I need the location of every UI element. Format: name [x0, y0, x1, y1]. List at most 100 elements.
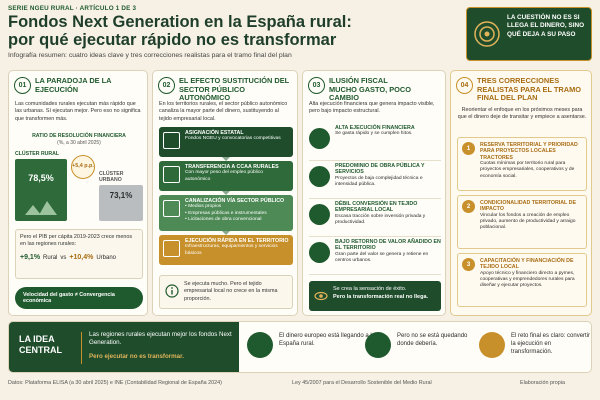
info-icon	[165, 284, 179, 298]
central-label: LA IDEA CENTRAL	[19, 334, 62, 355]
central-text: Las regiones rurales ejecutan mejor los …	[89, 331, 232, 347]
step-text: Con mayor peso del empleo público autonó…	[185, 170, 264, 182]
subtitle: Infografía resumen: cuatro ideas clave y…	[8, 52, 292, 59]
point-icon	[365, 332, 391, 358]
step: EJECUCIÓN RÁPIDA EN EL TERRITORIO Infraes…	[159, 235, 293, 265]
step-bullet: • Licitaciones de obra convencional	[185, 217, 262, 223]
callout: LA CUESTIÓN NO ES SI LLEGA EL DINERO, SI…	[466, 7, 592, 61]
correction-number: 1	[462, 142, 475, 155]
item: BAJO RETORNO DE VALOR AÑADIDO EN EL TERR…	[309, 239, 441, 275]
column-number: 02	[158, 77, 175, 94]
title: Fondos Next Generation en la España rura…	[8, 13, 352, 49]
item-text: Se gasta rápido y se cumplen hitos.	[335, 131, 413, 137]
column-illusion: 03 ILUSIÓN FISCAL MUCHO GASTO, POCO CAMBI…	[302, 70, 446, 316]
correction-title: RESERVA TERRITORIAL Y PRIORIDAD PARA PRO…	[480, 142, 578, 161]
pib-rural-value: +9,1%	[20, 253, 41, 261]
column-intro: En los territorios rurales, el sector pú…	[159, 101, 288, 122]
heading-line: ILUSIÓN FISCAL	[329, 76, 388, 85]
item: PREDOMINIO DE OBRA PÚBLICA Y SERVICIOS Pr…	[309, 163, 441, 199]
item-text: Proyectos de baja complejidad técnica e …	[335, 175, 423, 188]
step: TRANSFERENCIA A CCAA RURALES Con mayor pe…	[159, 161, 293, 191]
item-title: PREDOMINIO DE OBRA PÚBLICA Y SERVICIOS	[335, 163, 425, 176]
rural-value: 78,5%	[28, 173, 54, 183]
step: CANALIZACIÓN VÍA SECTOR PÚBLICO • Medios…	[159, 195, 293, 231]
step-title: TRANSFERENCIA A CCAA RURALES	[185, 164, 279, 170]
step-bullet: • Medios propios	[185, 204, 222, 210]
column-corrections: 04 TRES CORRECCIONES REALISTAS PARA EL T…	[450, 70, 592, 316]
column-number: 04	[456, 77, 473, 94]
conclusion: Se crea la sensación de éxito. Pero la t…	[309, 281, 441, 311]
divider	[81, 332, 82, 364]
pib-text: Pero el PIB per cápita 2019-2023 crece m…	[20, 234, 133, 248]
eye-icon	[314, 291, 328, 301]
column-intro: Alta ejecución financiera que genera imp…	[309, 101, 435, 115]
correction-title: CAPACITACIÓN Y FINANCIACIÓN DE TEJIDO LO…	[480, 258, 574, 271]
central-idea: LA IDEA CENTRAL Las regiones rurales eje…	[8, 321, 592, 373]
arrow	[222, 191, 230, 195]
title-line: por qué ejecutar rápido no es transforma…	[8, 31, 337, 49]
pib-row: +9,1% Rural vs +10,4% Urbano	[20, 254, 138, 261]
bullet-text: Medios propios	[188, 204, 222, 210]
conclusion-text: Se ejecuta mucho. Pero el tejido empresa…	[184, 281, 278, 302]
heading-line: MUCHO GASTO, POCO CAMBIO	[329, 84, 411, 103]
column-intro: Las comunidades rurales ejecutan más ráp…	[15, 101, 141, 122]
arrow	[222, 157, 230, 161]
item-text: Gran parte del valor se genera y retiene…	[335, 251, 429, 264]
rural-bar: 78,5%	[15, 159, 67, 221]
central-point: El reto final es claro: convertir la eje…	[479, 332, 591, 358]
delta-badge: +5,4 p.p.	[71, 155, 95, 179]
series-label: SERIE NGEU RURAL · ARTÍCULO 1 DE 3	[8, 5, 137, 12]
ratio-label: RATIO DE RESOLUCIÓN FINANCIERA	[32, 133, 126, 139]
item-icon	[309, 204, 330, 225]
item-title: BAJO RETORNO DE VALOR AÑADIDO EN EL TERR…	[335, 239, 441, 252]
step-bullet: • Empresas públicas e instrumentales	[185, 210, 267, 216]
column-heading: LA PARADOJA DE LA EJECUCIÓN	[35, 76, 112, 94]
central-highlight: Pero ejecutar no es transformar.	[89, 353, 184, 360]
correction-text: Cuotas mínimas por territorio rural para…	[480, 161, 575, 179]
point-icon	[247, 332, 273, 358]
step-icon	[163, 200, 180, 217]
arrow	[222, 231, 230, 235]
correction: 1 RESERVA TERRITORIAL Y PRIORIDAD PARA PR…	[457, 137, 587, 191]
pib-urban-value: +10,4%	[69, 253, 94, 261]
column-substitution: 02 EL EFECTO SUSTITUCIÓN DEL SECTOR PÚBL…	[152, 70, 298, 316]
column-number: 03	[308, 77, 325, 94]
footer-law: Ley 45/2007 para el Desarrollo Sostenibl…	[292, 380, 432, 386]
item-icon	[309, 166, 330, 187]
step-text: Fondos NGEU y convocatorias competitivas	[185, 136, 281, 142]
footer-sources: Datos: Plataforma ELISA (a 30 abril 2025…	[8, 380, 222, 386]
item-title: DÉBIL CONVERSIÓN EN TEJIDO EMPRESARIAL L…	[335, 201, 418, 214]
conclusion-line: Pero la transformación real no llega.	[333, 293, 429, 300]
urban-bar: 73,1%	[99, 185, 143, 221]
item-icon	[309, 242, 330, 263]
step-text: Infraestructuras, equipamientos y servic…	[185, 244, 278, 256]
point-text: El reto final es claro: convertir la eje…	[511, 333, 591, 356]
title-line: Fondos Next Generation en la España rura…	[8, 13, 352, 31]
ratio-sub: (%, a 30 abril 2025)	[57, 140, 101, 146]
step-title: CANALIZACIÓN VÍA SECTOR PÚBLICO	[185, 198, 285, 204]
rural-label: CLÚSTER RURAL	[15, 151, 60, 157]
correction-title: CONDICIONALIDAD TERRITORIAL DE IMPACTO	[480, 200, 577, 213]
conclusion: Se ejecuta mucho. Pero el tejido empresa…	[159, 275, 293, 309]
column-paradox: 01 LA PARADOJA DE LA EJECUCIÓN Las comun…	[8, 70, 148, 316]
bullet-text: Empresas públicas e instrumentales	[188, 210, 267, 216]
pib-rural-label: Rural	[43, 254, 58, 261]
step-icon	[163, 240, 180, 257]
item-title: ALTA EJECUCIÓN FINANCIERA	[335, 125, 415, 131]
step-icon	[163, 132, 180, 149]
callout-text: LA CUESTIÓN NO ES SI LLEGA EL DINERO, SI…	[507, 14, 585, 38]
point-text: Pero no se está quedando donde debería.	[397, 333, 468, 348]
correction-text: Apoyo técnico y financiero directo a pym…	[480, 270, 575, 289]
column-heading: EL EFECTO SUSTITUCIÓN DEL SECTOR PÚBLICO…	[179, 76, 290, 103]
central-point: Pero no se está quedando donde debería.	[365, 332, 477, 358]
step-icon	[163, 166, 180, 183]
column-heading: TRES CORRECCIONES REALISTAS PARA EL TRAM…	[477, 76, 582, 103]
column-number: 01	[14, 77, 31, 94]
pib-box: Pero el PIB per cápita 2019-2023 crece m…	[15, 229, 143, 279]
central-point: El dinero europeo está llegando a la Esp…	[247, 332, 385, 358]
urban-label: CLÚSTER URBANO	[99, 171, 124, 183]
item: ALTA EJECUCIÓN FINANCIERA Se gasta rápido…	[309, 125, 441, 161]
target-icon	[474, 21, 500, 47]
